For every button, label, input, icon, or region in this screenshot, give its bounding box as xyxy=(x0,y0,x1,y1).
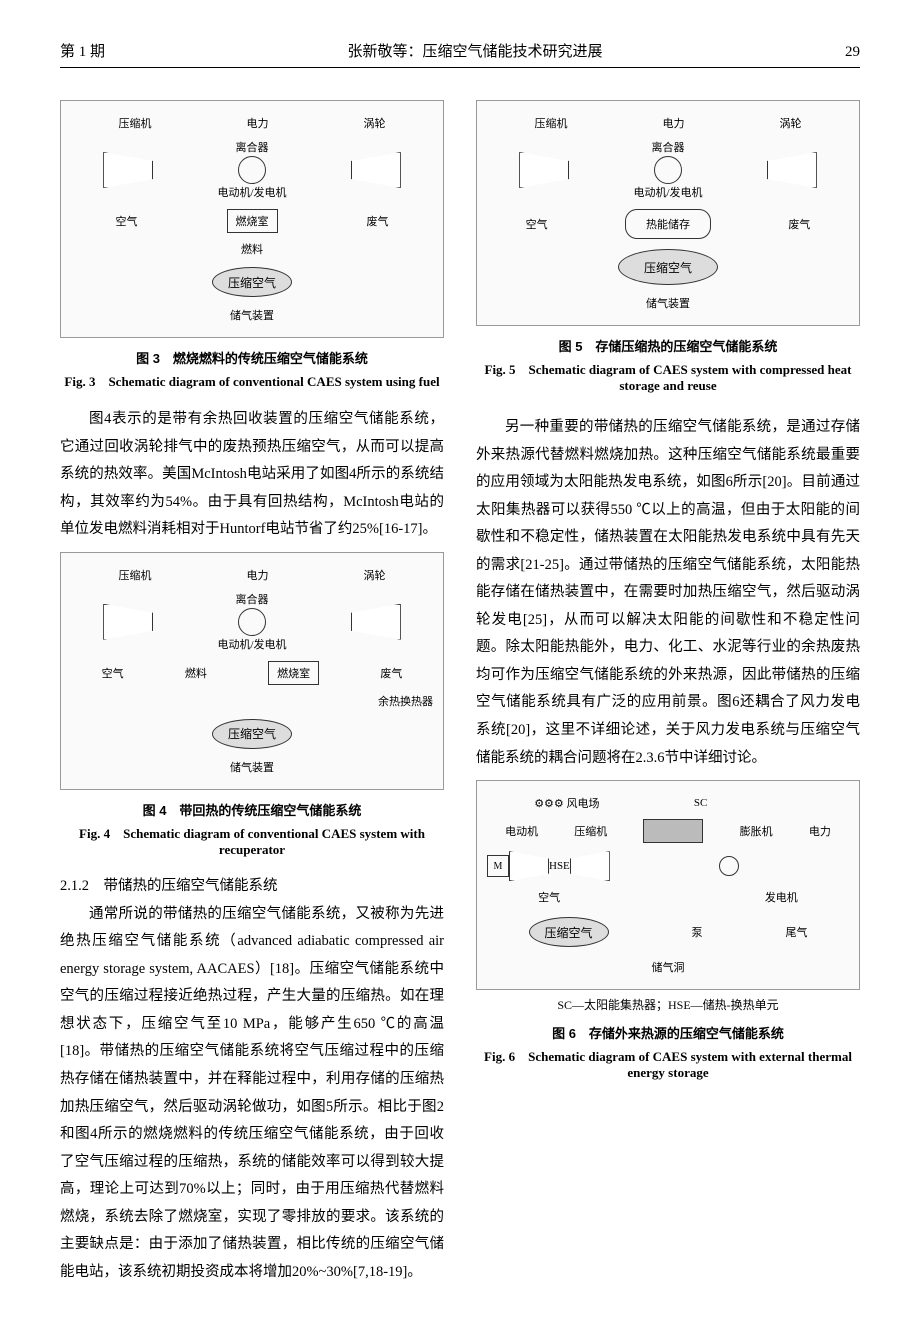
fig3-caption-cn: 图 3 燃烧燃料的传统压缩空气储能系统 xyxy=(60,348,444,367)
figure-3-diagram: 压缩机 电力 涡轮 离合器 电动机/发电机 空气 xyxy=(60,100,444,338)
fig4-exhaust-label: 废气 xyxy=(380,665,402,681)
fig6-hse-label: HSE xyxy=(549,860,570,872)
fig6-sub-caption: SC—太阳能集热器；HSE—储热-换热单元 xyxy=(476,996,860,1013)
paper-title: 张新敬等：压缩空气储能技术研究进展 xyxy=(348,40,603,61)
fig5-air-label: 空气 xyxy=(526,216,548,232)
page-header: 第 1 期 张新敬等：压缩空气储能技术研究进展 29 xyxy=(60,40,860,68)
paragraph-1: 图4表示的是带有余热回收装置的压缩空气储能系统，它通过回收涡轮排气中的废热预热压… xyxy=(60,406,444,544)
fig6-motor-box: M xyxy=(487,855,509,877)
section-212-heading: 2.1.2 带储热的压缩空气储能系统 xyxy=(60,874,444,895)
fig6-expander-shape xyxy=(570,851,610,881)
fig6-caption-en: Fig. 6 Schematic diagram of CAES system … xyxy=(476,1046,860,1081)
fig3-power-label: 电力 xyxy=(247,115,269,131)
figure-5-diagram: 压缩机 电力 涡轮 离合器 电动机/发电机 空气 xyxy=(476,100,860,326)
fig3-turbine-label: 涡轮 xyxy=(364,115,386,131)
figure-3: 压缩机 电力 涡轮 离合器 电动机/发电机 空气 xyxy=(60,100,444,390)
fig6-motor-label: 电动机 xyxy=(505,823,538,839)
fig4-compressor-shape xyxy=(103,604,153,640)
fig3-caption-en: Fig. 3 Schematic diagram of conventional… xyxy=(60,371,444,390)
motor-gen-shape xyxy=(238,156,266,184)
fig5-storage-label: 储气装置 xyxy=(646,295,690,311)
fig4-motor-shape xyxy=(238,608,266,636)
fig6-expander-label: 膨胀机 xyxy=(740,823,773,839)
figure-4: 压缩机 电力 涡轮 离合器 电动机/发电机 空气 xyxy=(60,552,444,858)
fig6-compressor-shape xyxy=(509,851,549,881)
fig6-compressor-label: 压缩机 xyxy=(574,823,607,839)
turbine-shape xyxy=(351,152,401,188)
fig6-pump-label: 泵 xyxy=(692,924,703,940)
fig5-motor-shape xyxy=(654,156,682,184)
fig6-exhaust-label: 尾气 xyxy=(786,924,808,940)
fig5-compressor-shape xyxy=(519,152,569,188)
compressor-shape xyxy=(103,152,153,188)
fig4-storage-oval: 压缩空气 xyxy=(212,719,292,749)
fig4-power-label: 电力 xyxy=(247,567,269,583)
fig6-power-label: 电力 xyxy=(809,823,831,839)
fig4-turbine-label: 涡轮 xyxy=(364,567,386,583)
fig6-generator-label: 发电机 xyxy=(765,889,798,905)
fig6-caption-cn: 图 6 存储外来热源的压缩空气储能系统 xyxy=(476,1023,860,1042)
fig4-air-label: 空气 xyxy=(102,665,124,681)
fig6-generator-shape xyxy=(719,856,739,876)
fig5-caption-cn: 图 5 存储压缩热的压缩空气储能系统 xyxy=(476,336,860,355)
page-number: 29 xyxy=(845,44,860,61)
fig5-storage-oval: 压缩空气 xyxy=(618,249,718,285)
fig4-caption-cn: 图 4 带回热的传统压缩空气储能系统 xyxy=(60,800,444,819)
fig4-recuperator-label: 余热换热器 xyxy=(378,693,433,709)
fig5-caption-en: Fig. 5 Schematic diagram of CAES system … xyxy=(476,359,860,394)
fig5-clutch-label: 离合器 xyxy=(652,142,685,154)
fig4-caption-en: Fig. 4 Schematic diagram of conventional… xyxy=(60,823,444,858)
fig4-compressor-label: 压缩机 xyxy=(119,567,152,583)
fig4-combustor-label: 燃烧室 xyxy=(268,661,319,685)
fig4-motorgen-label: 电动机/发电机 xyxy=(217,639,286,651)
fig4-turbine-shape xyxy=(351,604,401,640)
fig3-fuel-label: 燃料 xyxy=(241,241,263,257)
fig5-exhaust-label: 废气 xyxy=(788,216,810,232)
fig3-motorgen-label: 电动机/发电机 xyxy=(217,187,286,199)
fig5-heat-storage: 热能储存 xyxy=(625,209,711,239)
fig6-air-label: 空气 xyxy=(538,889,560,905)
fig4-storage-label: 储气装置 xyxy=(230,759,274,775)
fig3-air-label: 空气 xyxy=(116,213,138,229)
fig3-storage-oval: 压缩空气 xyxy=(212,267,292,297)
figure-6-diagram: ⚙⚙⚙ 风电场 SC 电动机 压缩机 膨胀机 电力 M HSE xyxy=(476,780,860,990)
paragraph-2: 另一种重要的带储热的压缩空气储能系统，是通过存储外来热源代替燃料燃烧加热。这种压… xyxy=(476,414,860,772)
figure-5: 压缩机 电力 涡轮 离合器 电动机/发电机 空气 xyxy=(476,100,860,394)
fig4-clutch-label: 离合器 xyxy=(236,594,269,606)
fig6-sc-label: SC xyxy=(694,797,707,809)
fig6-cavern-label: 储气洞 xyxy=(652,959,685,975)
fig3-exhaust-label: 废气 xyxy=(367,213,389,229)
fig5-turbine-label: 涡轮 xyxy=(780,115,802,131)
fig5-compressor-label: 压缩机 xyxy=(535,115,568,131)
fig6-windfarm-label: ⚙⚙⚙ 风电场 xyxy=(534,795,599,811)
fig6-sc-box xyxy=(643,819,703,843)
fig5-motorgen-label: 电动机/发电机 xyxy=(633,187,702,199)
issue-label: 第 1 期 xyxy=(60,40,105,61)
fig5-power-label: 电力 xyxy=(663,115,685,131)
fig3-storage-label: 储气装置 xyxy=(230,307,274,323)
fig3-clutch-label: 离合器 xyxy=(236,142,269,154)
right-column: 压缩机 电力 涡轮 离合器 电动机/发电机 空气 xyxy=(476,92,860,1292)
left-column: 压缩机 电力 涡轮 离合器 电动机/发电机 空气 xyxy=(60,92,444,1292)
fig4-fuel-label: 燃料 xyxy=(185,665,207,681)
fig5-turbine-shape xyxy=(767,152,817,188)
figure-6: ⚙⚙⚙ 风电场 SC 电动机 压缩机 膨胀机 电力 M HSE xyxy=(476,780,860,1081)
fig3-combustor-label: 燃烧室 xyxy=(227,209,278,233)
section-212-body: 通常所说的带储热的压缩空气储能系统，又被称为先进绝热压缩空气储能系统（advan… xyxy=(60,901,444,1287)
fig3-compressor-label: 压缩机 xyxy=(119,115,152,131)
figure-4-diagram: 压缩机 电力 涡轮 离合器 电动机/发电机 空气 xyxy=(60,552,444,790)
fig6-storage-oval: 压缩空气 xyxy=(529,917,609,947)
